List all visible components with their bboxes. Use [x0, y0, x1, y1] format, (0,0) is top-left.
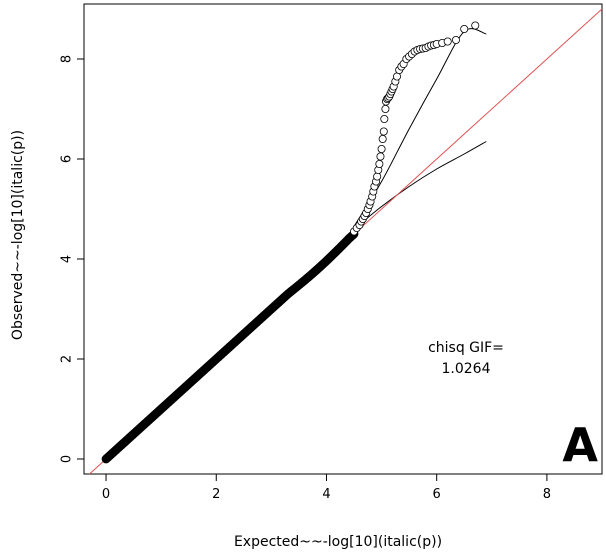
y-tick-label: 0	[60, 455, 75, 463]
data-point	[380, 115, 389, 124]
data-point	[443, 37, 452, 46]
plot-frame	[83, 3, 603, 475]
x-tick-label: 6	[433, 487, 441, 502]
panel-letter: A	[562, 418, 598, 472]
gif-label: chisq GIF=	[428, 340, 504, 356]
y-axis-title: Observed~~-log[10](italic(p))	[10, 130, 26, 340]
confidence-lower	[353, 141, 487, 230]
data-point	[378, 134, 387, 143]
data-points	[101, 21, 480, 464]
axis-labels: 0 2 4 6 8 0 2 4 6 8	[60, 55, 551, 502]
y-tick-label: 2	[60, 355, 75, 363]
x-tick-label: 2	[212, 487, 220, 502]
data-point	[373, 172, 382, 181]
y-tick-label: 6	[60, 155, 75, 163]
data-point	[460, 24, 469, 33]
data-point	[377, 144, 386, 153]
axes	[77, 3, 603, 481]
data-point	[376, 152, 385, 161]
x-tick-label: 8	[543, 487, 551, 502]
gif-value: 1.0264	[442, 361, 491, 377]
data-point	[451, 36, 460, 45]
data-point	[375, 159, 384, 168]
data-point	[379, 127, 388, 136]
data-point	[381, 105, 390, 114]
x-tick-label: 4	[322, 487, 330, 502]
y-tick-label: 4	[60, 255, 75, 263]
x-tick-label: 0	[102, 487, 110, 502]
data-point	[471, 21, 480, 30]
y-tick-label: 8	[60, 55, 75, 63]
x-axis-title: Expected~~-log[10](italic(p))	[234, 534, 442, 550]
